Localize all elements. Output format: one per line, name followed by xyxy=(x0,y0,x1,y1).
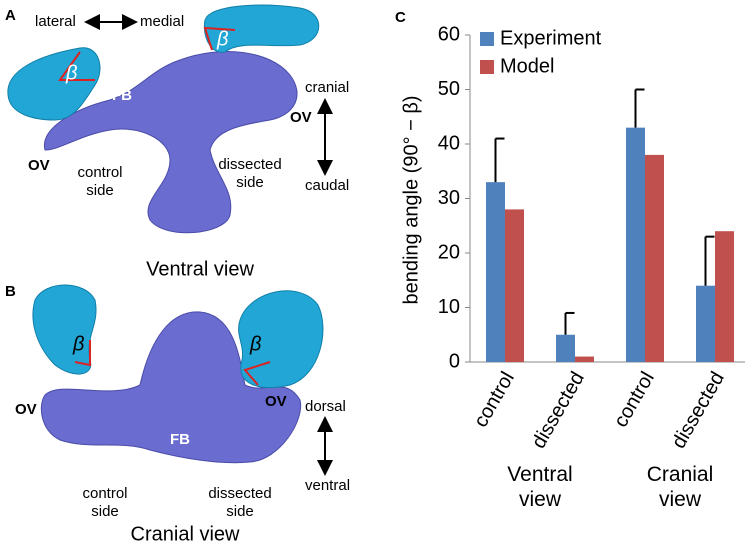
error-bar xyxy=(494,137,505,183)
tissue-body xyxy=(44,51,298,234)
error-bar xyxy=(564,311,575,335)
y-tick-label: 0 xyxy=(449,350,460,372)
x-tick-label: control xyxy=(610,368,659,431)
label: control xyxy=(82,485,127,502)
bar xyxy=(556,334,575,362)
label: cranial xyxy=(305,79,349,96)
group-label: Cranial view xyxy=(646,463,714,511)
label: medial xyxy=(140,13,184,30)
label: dissected xyxy=(218,156,281,173)
otic-vesicle xyxy=(238,290,324,388)
otic-vesicle xyxy=(7,47,101,121)
group-label: Ventral view xyxy=(507,463,573,511)
panel-letter: C xyxy=(395,9,406,26)
label: caudal xyxy=(305,177,349,194)
legend-swatch xyxy=(480,60,494,74)
label: OV xyxy=(15,401,37,418)
error-bar xyxy=(634,88,645,128)
label: OV xyxy=(28,157,50,174)
label: FB xyxy=(112,87,132,104)
legend-label: Model xyxy=(500,55,554,77)
bar xyxy=(486,182,505,362)
tissue-body xyxy=(40,311,302,464)
bar xyxy=(575,356,594,362)
bar xyxy=(505,209,524,362)
bar xyxy=(696,285,715,362)
y-axis-label: bending angle (90° − β) xyxy=(400,95,422,304)
error-bar xyxy=(704,235,715,286)
label: dorsal xyxy=(305,398,346,415)
x-tick-label: control xyxy=(470,368,519,431)
label: dissected xyxy=(208,485,271,502)
label: control xyxy=(77,164,122,181)
legend-swatch xyxy=(480,32,494,46)
bar xyxy=(715,231,734,362)
angle-mark xyxy=(58,51,95,81)
label: lateral xyxy=(35,13,76,30)
label: side xyxy=(86,182,114,199)
angle-mark xyxy=(74,340,91,367)
bar xyxy=(626,127,645,363)
otic-vesicle xyxy=(203,4,320,53)
label: OV xyxy=(290,109,312,126)
label: side xyxy=(226,503,254,520)
caption: Cranial view xyxy=(131,523,240,545)
panel-letter: B xyxy=(5,283,16,300)
beta: β xyxy=(72,333,84,355)
beta: β xyxy=(216,28,228,50)
label: side xyxy=(91,503,119,520)
x-tick-label: dissected xyxy=(528,368,589,452)
bar xyxy=(645,154,664,362)
y-tick-label: 60 xyxy=(438,23,460,45)
y-tick-label: 20 xyxy=(438,241,460,263)
x-tick-label: dissected xyxy=(668,368,729,452)
label: OV xyxy=(265,393,287,410)
beta: β xyxy=(249,333,261,355)
angle-mark xyxy=(203,26,236,51)
caption: Ventral view xyxy=(146,258,254,280)
y-tick-label: 30 xyxy=(438,187,460,209)
panel-letter: A xyxy=(5,7,16,24)
beta: β xyxy=(65,62,77,84)
label: FB xyxy=(170,431,190,448)
legend-label: Experiment xyxy=(500,27,602,49)
angle-mark xyxy=(243,361,271,386)
otic-vesicle xyxy=(32,284,97,375)
y-tick-label: 50 xyxy=(438,78,460,100)
label: ventral xyxy=(305,477,350,494)
label: side xyxy=(236,174,264,191)
y-tick-label: 10 xyxy=(438,296,460,318)
y-tick-label: 40 xyxy=(438,132,460,154)
